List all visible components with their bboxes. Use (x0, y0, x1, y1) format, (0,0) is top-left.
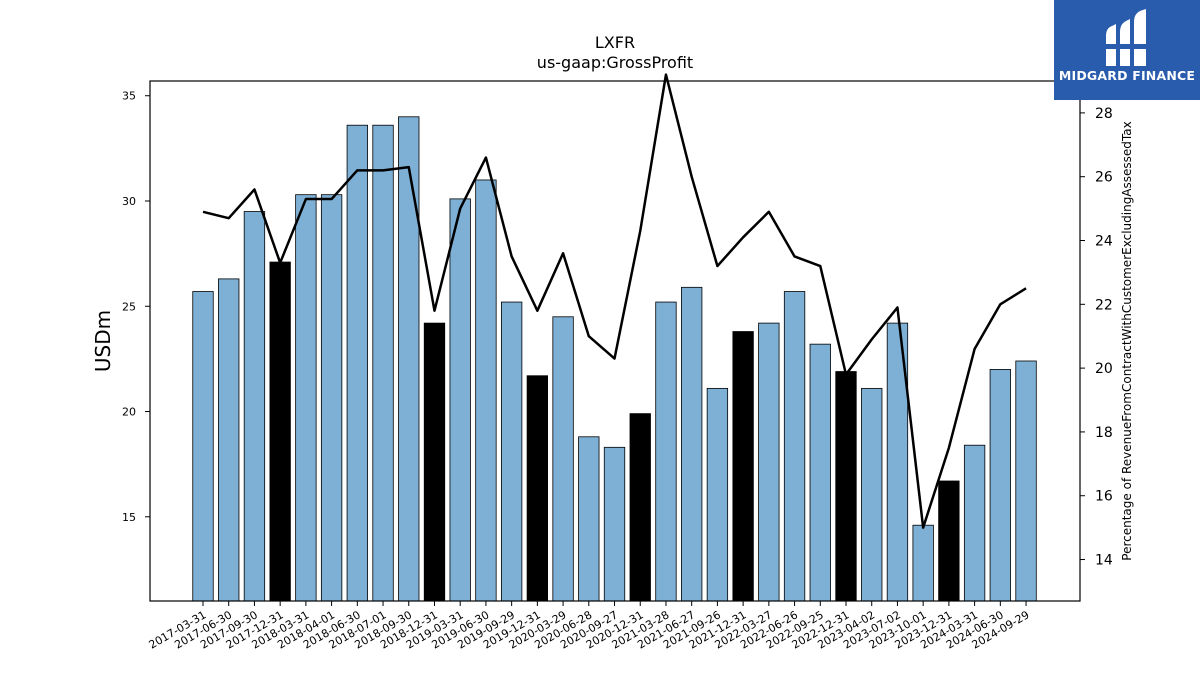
logo-mark-icon (1104, 9, 1148, 66)
bar (423, 322, 446, 602)
bar (269, 261, 291, 602)
bar (681, 286, 703, 602)
y2-axis-label: Percentage of RevenueFromContractWithCus… (1120, 121, 1134, 560)
y-axis-label: USDm (91, 310, 115, 372)
bar (243, 211, 266, 602)
y-axis-right: 14 16 18 20 22 24 26 28 (1080, 106, 1113, 569)
bar (861, 387, 883, 602)
bars-group (192, 116, 1037, 602)
bar (603, 446, 626, 602)
y-tick-label: 15 (122, 511, 136, 524)
bar (938, 480, 960, 602)
y2-tick-label: 16 (1095, 489, 1113, 505)
y-axis-left: 15 20 25 30 35 (122, 90, 150, 524)
bar (218, 278, 240, 602)
bar (346, 124, 368, 602)
bar (835, 371, 857, 602)
bar (989, 369, 1011, 602)
bar (655, 301, 677, 602)
bar (809, 343, 831, 602)
bar (526, 375, 549, 602)
bar (758, 322, 780, 602)
logo-text: MIDGARD FINANCE (1058, 68, 1196, 83)
y2-tick-label: 28 (1095, 106, 1113, 122)
y2-tick-label: 14 (1095, 553, 1113, 569)
y2-tick-label: 26 (1095, 170, 1113, 186)
bar (552, 316, 574, 602)
y-tick-label: 25 (122, 300, 136, 313)
bar (578, 436, 600, 602)
bar (320, 194, 343, 602)
bar (1015, 360, 1037, 602)
bar (783, 291, 806, 602)
bar (295, 194, 317, 602)
bar (475, 179, 497, 602)
chart-title: LXFR (595, 33, 635, 52)
bar (398, 116, 420, 602)
bar (500, 301, 523, 602)
bar (963, 444, 986, 602)
x-axis: 2017-03-312017-06-302017-09-302017-12-31… (147, 601, 1032, 652)
y-tick-label: 30 (122, 195, 136, 208)
bar (912, 524, 934, 602)
bar (192, 291, 214, 602)
bar (732, 331, 754, 602)
y2-tick-label: 18 (1095, 425, 1113, 441)
line-group (202, 73, 1027, 529)
bar (372, 124, 394, 602)
chart-subtitle: us-gaap:GrossProfit (537, 53, 693, 72)
y2-tick-label: 24 (1095, 234, 1113, 250)
y2-tick-label: 20 (1095, 361, 1113, 377)
bar (449, 198, 471, 602)
brand-logo: MIDGARD FINANCE (1054, 0, 1200, 100)
bar (629, 413, 651, 602)
bar (706, 387, 729, 602)
y-tick-label: 35 (122, 90, 136, 103)
y2-tick-label: 22 (1095, 297, 1113, 313)
series-line (202, 73, 1027, 529)
y-tick-label: 20 (122, 406, 136, 419)
